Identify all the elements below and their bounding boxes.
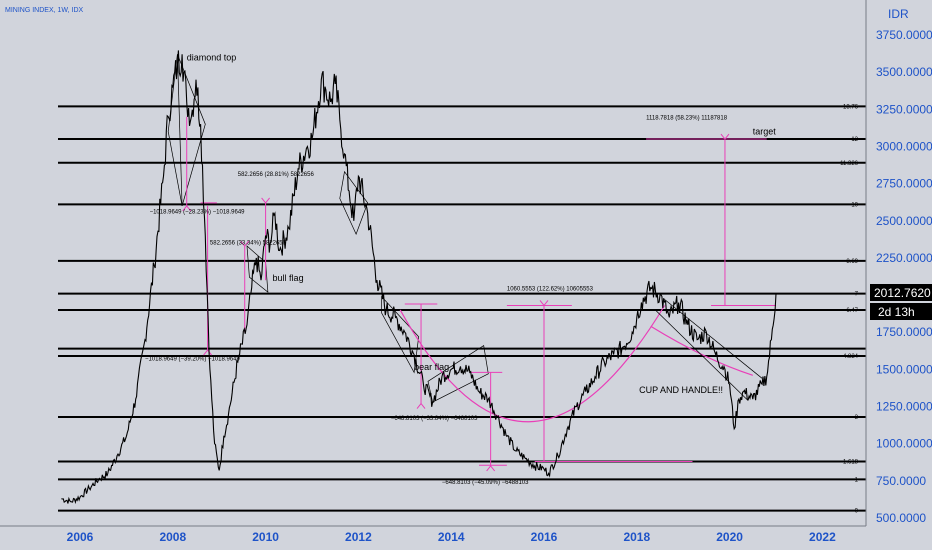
level-label-13: 0 xyxy=(855,509,859,515)
diamond-pattern xyxy=(167,54,206,206)
level-label-1: 13.76 xyxy=(843,104,859,110)
measure-rise-1-arrow xyxy=(261,197,270,204)
annotation-9: 1060.5553 (122.62%) 10605553 xyxy=(507,287,594,293)
diamond-axis xyxy=(177,54,183,206)
x-tick-label-5: 2016 xyxy=(531,530,558,544)
annotation-10: 1118.7818 (58.23%) 11187818 xyxy=(646,116,728,122)
countdown-badge xyxy=(870,303,932,320)
level-label-12: 1 xyxy=(855,477,859,483)
y-tick-label-0: 500.0000 xyxy=(876,511,926,525)
level-label-11: 1.618 xyxy=(843,460,859,466)
measure-drop-4-arrow xyxy=(486,465,496,472)
level-label-4: 10 xyxy=(851,202,858,208)
measure-drop-3-arrow xyxy=(416,402,426,409)
y-tick-label-1: 750.0000 xyxy=(876,474,926,488)
x-tick-label-8: 2022 xyxy=(809,530,836,544)
measure-drop-2-arrow xyxy=(203,349,212,356)
measure-drop-1-arrow xyxy=(182,205,192,212)
annotations-layer: diamond top bull flag bear flag CUP AND HAN… xyxy=(145,52,776,486)
level-label-7: 6.47 xyxy=(846,308,858,314)
annotation-7: −1018.9649 (−28.23%) −1018.9649 xyxy=(150,209,246,215)
y-tick-label-9: 2750.0000 xyxy=(876,177,932,191)
annotation-1: bull flag xyxy=(273,273,304,283)
last-price-value: 2012.7620 xyxy=(874,286,931,300)
level-label-9: 4.824 xyxy=(843,354,859,360)
series-layer xyxy=(61,50,777,505)
price-series-line xyxy=(61,50,777,505)
handle-lower-curve xyxy=(650,325,753,376)
measure-cup-depth-arrow xyxy=(539,300,549,307)
annotation-2: bear flag xyxy=(414,362,449,372)
currency-label: IDR xyxy=(888,7,909,21)
annotation-12: −648.8103 (−45.09%) −6488103 xyxy=(442,480,529,486)
x-tick-label-0: 2006 xyxy=(67,530,94,544)
x-tick-label-7: 2020 xyxy=(716,530,743,544)
y-tick-label-12: 3500.0000 xyxy=(876,65,932,79)
level-label-2: 12 xyxy=(851,137,858,143)
annotation-5: 582.2656 (28.81%) 5822656 xyxy=(238,172,315,178)
levels-layer: 14.1813.761211.326108.6976.474.82431.618… xyxy=(58,104,866,515)
cup-arc xyxy=(399,305,666,423)
annotation-0: diamond top xyxy=(187,52,237,62)
handle-lower-line xyxy=(655,309,749,401)
y-tick-label-13: 3750.0000 xyxy=(876,28,932,42)
annotation-8: −1018.9649 (−39.20%) −1018.9649 xyxy=(145,356,241,362)
y-tick-label-5: 1750.0000 xyxy=(876,325,932,339)
channel-pattern xyxy=(381,295,420,374)
countdown-value: 2d 13h xyxy=(878,305,915,319)
y-tick-label-10: 3000.0000 xyxy=(876,139,932,153)
x-tick-label-4: 2014 xyxy=(438,530,465,544)
bull-flag-pattern xyxy=(246,245,269,293)
x-tick-label-6: 2018 xyxy=(623,530,650,544)
measure-rise-2-arrow xyxy=(240,240,250,247)
y-tick-label-7: 2250.0000 xyxy=(876,251,932,265)
handle-upper-line xyxy=(664,299,763,379)
x-tick-label-1: 2008 xyxy=(159,530,186,544)
last-price-badge xyxy=(870,284,932,301)
y-tick-label-8: 2500.0000 xyxy=(876,214,932,228)
annotation-4: target xyxy=(753,127,777,137)
level-label-10: 3 xyxy=(855,415,859,421)
y-tick-label-11: 3250.0000 xyxy=(876,102,932,116)
y-tick-label-2: 1000.0000 xyxy=(876,437,932,451)
x-tick-label-2: 2010 xyxy=(252,530,279,544)
level-label-6: 7 xyxy=(855,292,859,298)
level-label-5: 8.69 xyxy=(846,259,858,265)
annotation-11: −648.8103 (−33.84%) −6488103 xyxy=(391,416,478,422)
y-tick-label-4: 1500.0000 xyxy=(876,362,932,376)
x-tick-label-3: 2012 xyxy=(345,530,372,544)
symbol-title: MINING INDEX, 1W, IDX xyxy=(5,7,84,14)
level-label-3: 11.326 xyxy=(840,161,859,167)
annotation-3: CUP AND HANDLE!! xyxy=(639,385,723,395)
y-tick-label-3: 1250.0000 xyxy=(876,400,932,414)
annotation-6: 582.2656 (33.34%) 5822656 xyxy=(210,241,287,247)
